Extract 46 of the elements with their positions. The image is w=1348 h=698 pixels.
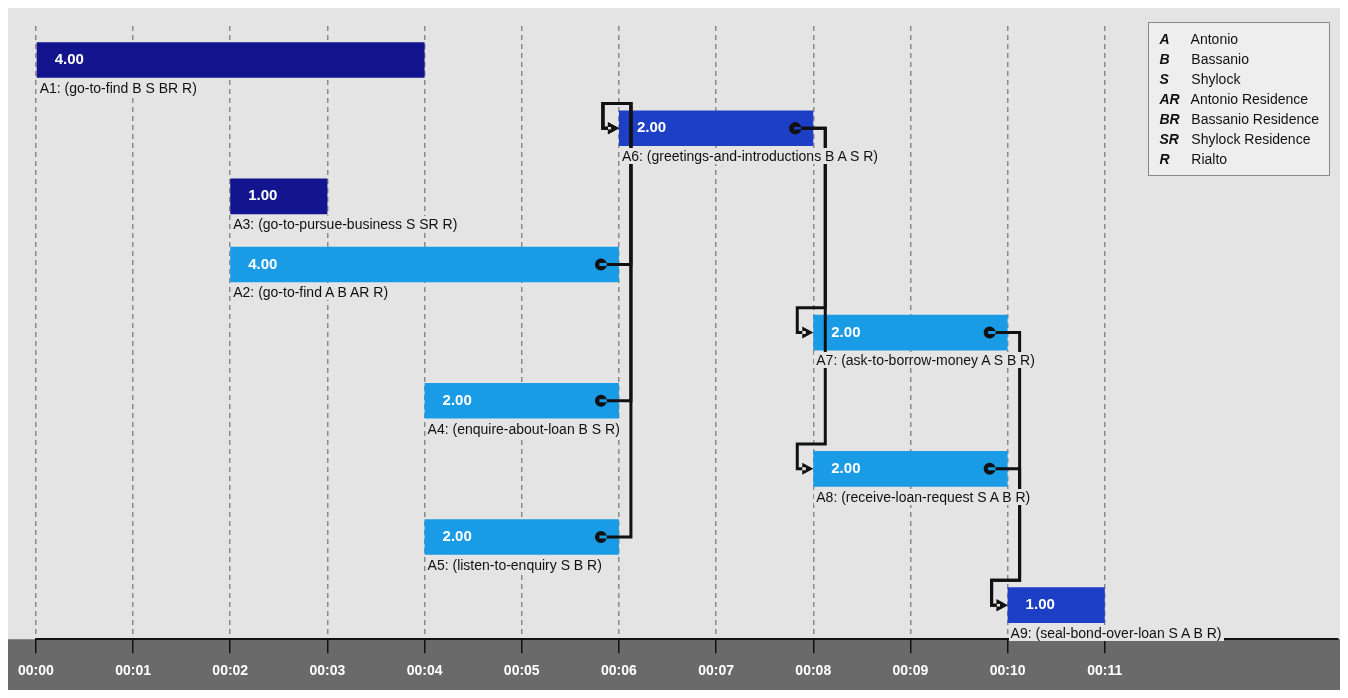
y-tick-label: A3: (go-to-pursue-business S SR R) [231, 216, 460, 233]
x-tick-label: 00:03 [309, 662, 346, 679]
x-tick-label: 00:07 [698, 662, 735, 679]
data-label: 2.00 [442, 527, 472, 545]
x-tick-label: 00:10 [989, 662, 1026, 679]
x-tick-label: 00:05 [503, 662, 540, 679]
y-tick-label: A8: (receive-loan-request S A B R) [814, 488, 1033, 505]
x-tick-label: 00:04 [406, 662, 443, 679]
bar [424, 382, 619, 419]
bar [1007, 587, 1105, 623]
data-label: 1.00 [248, 186, 278, 204]
data-label: 2.00 [636, 118, 667, 136]
data-label: 2.00 [831, 322, 861, 340]
y-tick-label: A4: (enquire-about-loan B S R) [425, 420, 622, 437]
bar [230, 246, 619, 283]
y-tick-label: A2: (go-to-find A B AR R) [231, 284, 391, 301]
bar [813, 314, 1008, 351]
x-tick-label: 00:02 [212, 662, 249, 679]
x-tick-label: 00:11 [1087, 662, 1123, 679]
y-tick-label: A6: (greetings-and-introductions B A S R) [619, 147, 880, 164]
y-tick-label: A9: (seal-bond-over-loan S A B R) [1008, 624, 1224, 641]
annotation: AR Antonio Residence [1159, 90, 1310, 109]
bar [813, 451, 1008, 487]
x-tick-label: 00:06 [601, 662, 638, 679]
data-label: 2.00 [442, 390, 472, 408]
bar [424, 519, 619, 555]
data-label: 4.00 [248, 254, 278, 272]
data-label: 1.00 [1025, 595, 1055, 613]
y-tick-label: A1: (go-to-find B S BR R) [37, 79, 199, 96]
bar [618, 110, 814, 146]
text: B Bassanio [1159, 51, 1249, 67]
data-label: 2.00 [831, 459, 861, 477]
y-tick-label: A7: (ask-to-borrow-money A S B R) [814, 352, 1037, 369]
annotation: SR Shylock Residence [1159, 130, 1312, 149]
text: R Rialto [1159, 151, 1228, 167]
x-tick-label: 00:08 [795, 662, 832, 679]
bar [230, 178, 328, 215]
x-tick-label: 00:09 [892, 662, 929, 679]
data-label: 4.00 [54, 50, 84, 68]
x-tick-label: 00:00 [18, 662, 55, 679]
y-tick-label: A5: (listen-to-enquiry S B R) [425, 556, 604, 573]
text: S Shylock [1159, 71, 1241, 87]
x-tick-label: 00:01 [115, 662, 152, 679]
text: A Antonio [1159, 31, 1239, 47]
bar [36, 42, 425, 78]
annotation: BR Bassanio Residence [1159, 110, 1319, 129]
